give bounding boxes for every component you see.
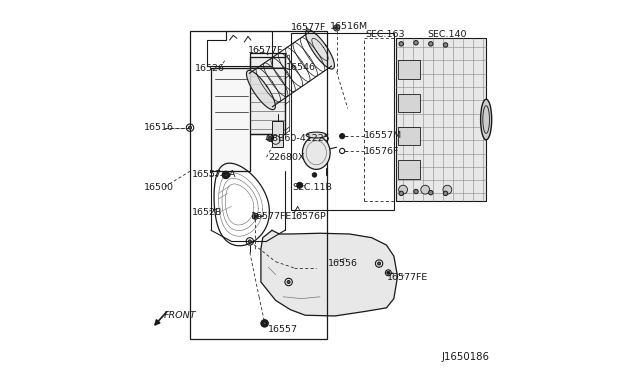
Polygon shape — [211, 53, 285, 171]
Text: SEC.163: SEC.163 — [365, 30, 404, 39]
Text: 16516M: 16516M — [330, 22, 368, 31]
Circle shape — [387, 271, 390, 274]
Text: 16577FE: 16577FE — [251, 212, 292, 221]
Bar — [397, 61, 420, 79]
Text: 16576F: 16576F — [364, 147, 400, 156]
Circle shape — [414, 41, 418, 45]
Circle shape — [335, 26, 338, 29]
Polygon shape — [305, 30, 335, 69]
Circle shape — [429, 42, 433, 46]
Circle shape — [414, 189, 418, 194]
Text: 16557M: 16557M — [364, 131, 403, 140]
Bar — [190, 31, 328, 339]
Bar — [291, 33, 394, 210]
Circle shape — [378, 262, 381, 265]
Ellipse shape — [306, 132, 326, 138]
Circle shape — [189, 126, 191, 129]
Circle shape — [254, 215, 257, 218]
Text: 16516: 16516 — [143, 123, 173, 132]
Text: 16557+A: 16557+A — [191, 170, 236, 179]
Circle shape — [248, 240, 252, 243]
Circle shape — [399, 185, 408, 194]
Bar — [397, 94, 420, 112]
Text: SEC.11B: SEC.11B — [292, 183, 332, 192]
Bar — [397, 160, 420, 179]
Circle shape — [444, 43, 448, 47]
Bar — [397, 127, 420, 145]
Text: 16526: 16526 — [195, 64, 225, 73]
Circle shape — [263, 322, 266, 325]
Bar — [396, 38, 486, 201]
Circle shape — [399, 191, 403, 196]
Bar — [250, 57, 285, 134]
Text: J1650186: J1650186 — [442, 352, 490, 362]
Circle shape — [399, 42, 403, 46]
Text: 16577F: 16577F — [291, 23, 326, 32]
Circle shape — [340, 134, 345, 139]
Text: 16500: 16500 — [143, 183, 173, 192]
Circle shape — [429, 190, 433, 195]
Ellipse shape — [303, 136, 330, 169]
Text: 22680X: 22680X — [268, 153, 305, 163]
Text: 1652B: 1652B — [191, 208, 222, 217]
Text: 16557: 16557 — [268, 326, 298, 334]
Bar — [272, 121, 283, 147]
Text: SEC.140: SEC.140 — [428, 30, 467, 39]
Polygon shape — [261, 230, 397, 316]
Text: 16577FE: 16577FE — [387, 273, 428, 282]
Circle shape — [312, 173, 317, 177]
Circle shape — [297, 182, 303, 188]
Circle shape — [287, 280, 290, 283]
Circle shape — [444, 191, 448, 196]
Polygon shape — [246, 70, 275, 110]
Circle shape — [261, 320, 268, 327]
Circle shape — [225, 173, 227, 176]
Circle shape — [420, 185, 429, 194]
Text: 08B60-41225: 08B60-41225 — [266, 134, 330, 143]
Circle shape — [269, 137, 271, 140]
Circle shape — [443, 185, 452, 194]
Text: 16546: 16546 — [286, 63, 316, 72]
Text: 16556: 16556 — [328, 259, 358, 268]
Text: 16576P: 16576P — [291, 212, 326, 221]
Circle shape — [223, 171, 229, 178]
Text: FRONT: FRONT — [164, 311, 196, 320]
Text: 16577F: 16577F — [248, 46, 284, 55]
Ellipse shape — [481, 99, 492, 140]
